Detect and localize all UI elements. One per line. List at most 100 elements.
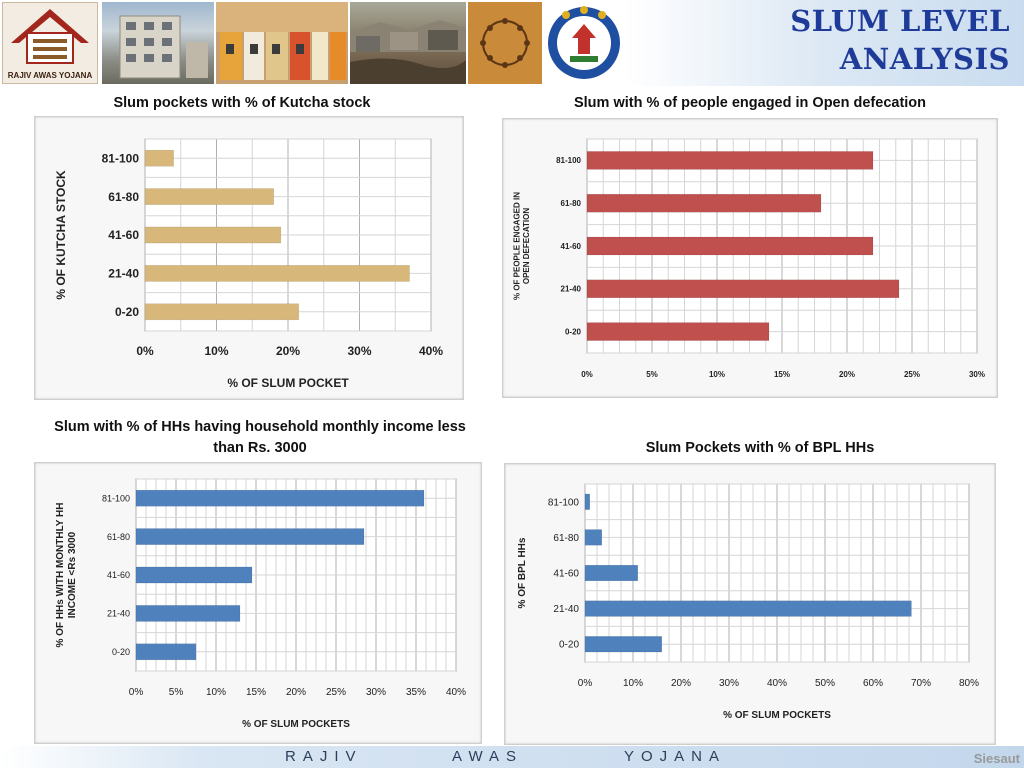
bar-41-60 [584, 564, 639, 582]
chart-0-plot: 81-100 61-80 41-60 21-40 0-20 0% 10% 20% 30% 40%%… [54, 138, 443, 390]
footer-word-awas: AWAS [452, 748, 524, 765]
category-label: 0-20 [565, 327, 582, 336]
header-banner: RAJIV AWAS YOJANA [0, 0, 1024, 86]
chart-2-plot: 81-100 61-80 41-60 21-40 0-20 0% 5% 10% 15% 20% 25… [55, 478, 466, 730]
page-title-line1: SLUM LEVEL [790, 4, 1010, 38]
municipal-emblem [544, 2, 624, 84]
y-axis-label: % OF HHs WITH MONTHLY HHINCOME <Rs 3000 [55, 502, 78, 647]
category-label: 61-80 [108, 190, 139, 204]
bar-0-20 [135, 643, 197, 661]
x-tick-label: 30% [366, 687, 386, 698]
x-tick-label: 25% [904, 370, 920, 379]
footer-word-rajiv: RAJIV [285, 748, 363, 765]
chart-kutcha-stock: 81-100 61-80 41-60 21-40 0-20 0% 10% 20% 30% 40%%… [34, 116, 464, 400]
bar-41-60 [144, 226, 282, 244]
house-logo-icon [11, 9, 89, 64]
chart-3-plot: 81-100 61-80 41-60 21-40 0-20 0% 10% 20% 30% 40% 5… [517, 483, 979, 721]
slum-settlement-image [350, 20, 466, 84]
emblem-seal-icon [548, 6, 620, 79]
bar-81-100 [144, 149, 174, 167]
community-art-photo [468, 2, 542, 84]
x-tick-label: 35% [406, 687, 426, 698]
category-label: 0-20 [112, 647, 130, 657]
bar-61-80 [144, 188, 274, 205]
x-tick-label: 70% [911, 678, 931, 689]
x-tick-label: 10% [204, 344, 228, 358]
y-axis-label: % OF BPL HHs [517, 537, 528, 608]
x-tick-label: 10% [206, 687, 226, 698]
category-label: 41-60 [107, 570, 130, 580]
slum-photo [350, 2, 466, 84]
colorful-houses-photo [216, 2, 348, 84]
bar-21-40 [584, 600, 912, 617]
x-axis-label: % OF SLUM POCKETS [723, 710, 831, 721]
category-label: 61-80 [107, 532, 130, 542]
bar-21-40 [135, 605, 241, 622]
x-tick-label: 15% [246, 687, 266, 698]
category-label: 41-60 [553, 569, 579, 580]
x-tick-label: 20% [286, 687, 306, 698]
x-tick-label: 5% [169, 687, 184, 698]
category-label: 0-20 [559, 640, 579, 651]
chart-bpl-households: 81-100 61-80 41-60 21-40 0-20 0% 10% 20% 30% 40% 5… [504, 463, 996, 745]
category-label: 41-60 [561, 242, 582, 251]
x-tick-label: 80% [959, 678, 979, 689]
footer-word-yojana: YOJANA [624, 748, 727, 765]
category-label: 21-40 [107, 609, 130, 619]
category-label: 61-80 [553, 533, 579, 544]
chart-open-defecation-svg: 81-100 61-80 41-60 21-40 0-20 0% 5% 10% 15% 20% 25… [512, 138, 985, 379]
bar-21-40 [144, 265, 410, 282]
category-label: 81-100 [102, 493, 130, 503]
y-axis-label: % OF PEOPLE ENGAGED INOPEN DEFECATION [512, 192, 531, 300]
apartment-photo [102, 2, 214, 84]
category-label: 61-80 [561, 199, 582, 208]
footer-bar: RAJIV AWAS YOJANA Siesaut [0, 746, 1024, 768]
apartment-building-image [119, 15, 208, 79]
x-tick-label: 15% [774, 370, 790, 379]
category-label: 81-100 [102, 151, 140, 165]
panel-title-bpl: Slum Pockets with % of BPL HHs [645, 440, 875, 456]
bar-0-20 [144, 303, 299, 321]
x-tick-label: 0% [129, 687, 144, 698]
x-tick-label: 25% [326, 687, 346, 698]
panel-title-kutcha: Slum pockets with % of Kutcha stock [113, 95, 371, 111]
bar-21-40 [586, 279, 900, 299]
x-tick-label: 0% [136, 344, 154, 358]
bar-41-60 [135, 566, 253, 584]
panel-title-monthly-income: Slum with % of HHs having household mont… [54, 419, 466, 456]
bar-41-60 [586, 236, 874, 256]
category-label: 41-60 [108, 228, 139, 242]
rajiv-awas-yojana-logo: RAJIV AWAS YOJANA [2, 2, 98, 84]
logo-caption: RAJIV AWAS YOJANA [7, 71, 93, 80]
x-tick-label: 30% [719, 678, 739, 689]
x-tick-label: 0% [578, 678, 593, 689]
x-tick-label: 5% [646, 370, 658, 379]
category-label: 81-100 [556, 156, 581, 165]
x-tick-label: 10% [709, 370, 725, 379]
panel-title-open-defecation: Slum with % of people engaged in Open de… [573, 95, 927, 111]
x-tick-label: 30% [969, 370, 985, 379]
category-label: 21-40 [561, 285, 582, 294]
x-axis-label: % OF SLUM POCKETS [242, 719, 350, 730]
category-label: 21-40 [108, 267, 139, 281]
bar-61-80 [584, 529, 603, 546]
community-circle-image [480, 18, 530, 68]
x-tick-label: 0% [581, 370, 593, 379]
chart-bpl-svg: 81-100 61-80 41-60 21-40 0-20 0% 10% 20% 30% 40% 5… [517, 483, 979, 721]
bar-61-80 [135, 528, 365, 545]
x-tick-label: 20% [671, 678, 691, 689]
chart-monthly-income-svg: 81-100 61-80 41-60 21-40 0-20 0% 5% 10% 15% 20% 25… [55, 478, 466, 730]
category-label: 81-100 [548, 497, 580, 508]
chart-1-plot: 81-100 61-80 41-60 21-40 0-20 0% 5% 10% 15% 20% 25… [512, 138, 985, 379]
bar-81-100 [586, 151, 874, 170]
chart-monthly-income: 81-100 61-80 41-60 21-40 0-20 0% 5% 10% 15% 20% 25… [34, 462, 482, 744]
chart-kutcha-svg: 81-100 61-80 41-60 21-40 0-20 0% 10% 20% 30% 40%%… [54, 138, 443, 390]
title-area: SLUM LEVEL ANALYSIS [624, 0, 1024, 86]
x-tick-label: 20% [276, 344, 300, 358]
bar-61-80 [586, 193, 822, 213]
bar-0-20 [584, 636, 663, 653]
chart-open-defecation: 81-100 61-80 41-60 21-40 0-20 0% 5% 10% 15% 20% 25… [502, 118, 998, 398]
category-label: 0-20 [115, 305, 139, 319]
x-axis-label: % OF SLUM POCKET [227, 376, 349, 390]
x-tick-label: 30% [347, 344, 371, 358]
